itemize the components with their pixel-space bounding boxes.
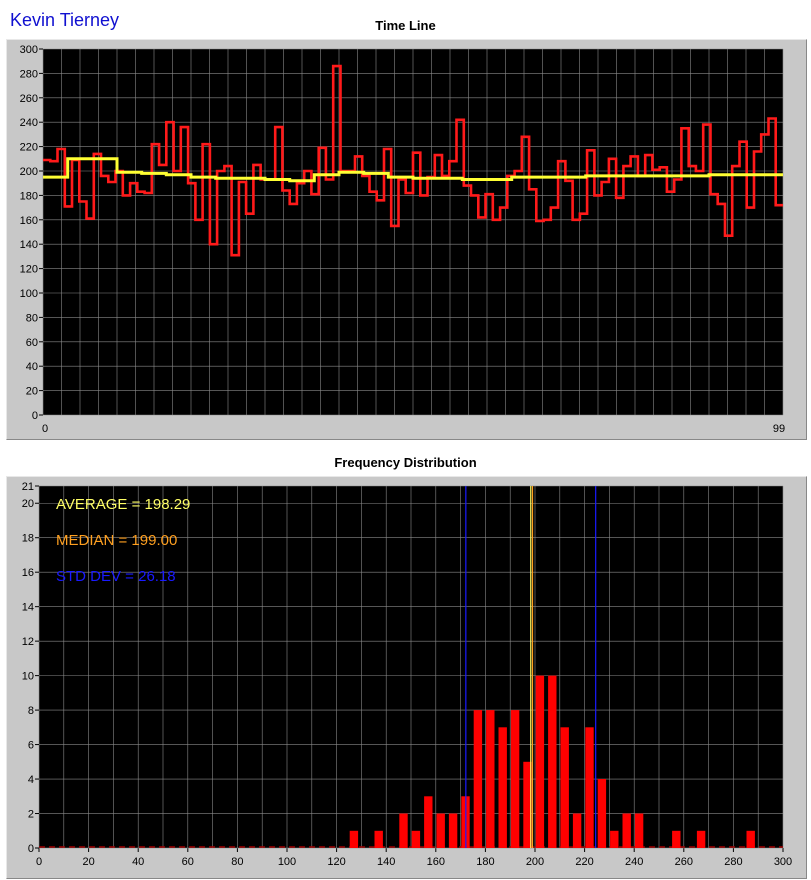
y-tick-label: 20 <box>26 386 38 398</box>
x-tick-label: 99 <box>773 423 785 435</box>
x-tick-label: 240 <box>625 856 643 868</box>
y-tick-label: 0 <box>28 843 34 855</box>
histogram-bar <box>399 813 408 848</box>
y-tick-label: 180 <box>20 190 38 202</box>
y-tick-label: 80 <box>26 312 38 324</box>
timeline-chart: 0 20 40 60 80 100 120 140 160 180 200 220 240 260 280 3… <box>20 44 785 435</box>
y-tick-label: 300 <box>20 44 38 56</box>
x-tick-label: 120 <box>327 856 345 868</box>
histogram-bar <box>585 727 594 848</box>
histogram-bar <box>746 830 755 848</box>
histogram-bar <box>424 796 433 848</box>
y-tick-label: 6 <box>28 740 34 752</box>
histogram-bar <box>572 813 582 848</box>
y-tick-label: 60 <box>26 337 38 349</box>
y-tick-label: 4 <box>28 774 34 786</box>
histogram-bar <box>411 830 421 848</box>
statistic-label: AVERAGE = 198.29 <box>56 496 190 513</box>
y-tick-label: 14 <box>22 602 34 614</box>
x-tick-label: 200 <box>526 856 544 868</box>
x-tick-label: 60 <box>182 856 194 868</box>
average-step-line <box>43 157 783 183</box>
y-tick-label: 120 <box>20 264 38 276</box>
frequency-chart-title: Frequency Distribution <box>334 455 477 470</box>
y-tick-label: 21 <box>22 481 34 493</box>
y-tick-label: 220 <box>20 142 38 154</box>
x-tick-label: 40 <box>132 856 144 868</box>
y-tick-label: 40 <box>26 361 38 373</box>
timeline-chart-title: Time Line <box>375 18 436 33</box>
x-tick-label: 140 <box>377 856 395 868</box>
y-tick-label: 280 <box>20 68 38 80</box>
histogram-bar <box>448 813 458 848</box>
histogram-bar <box>523 761 532 848</box>
histogram-bar <box>436 813 445 848</box>
x-tick-label: 100 <box>278 856 296 868</box>
histogram-bar <box>634 813 644 848</box>
y-tick-label: 100 <box>20 288 38 300</box>
x-tick-label: 260 <box>675 856 693 868</box>
y-tick-label: 12 <box>22 636 34 648</box>
histogram-bar <box>473 710 483 848</box>
y-tick-label: 2 <box>28 809 34 821</box>
y-tick-label: 16 <box>22 567 34 579</box>
histogram-bar <box>560 727 569 848</box>
x-tick-label: 280 <box>724 856 742 868</box>
user-name: Kevin Tierney <box>10 10 120 30</box>
histogram-bar <box>597 779 607 848</box>
x-tick-label: 80 <box>231 856 243 868</box>
histogram-bar <box>374 830 383 848</box>
histogram-bar <box>349 830 359 848</box>
histogram-bar <box>622 813 631 848</box>
y-tick-label: 240 <box>20 117 38 129</box>
histogram-bar <box>535 675 545 848</box>
histogram-bar <box>498 727 507 848</box>
y-tick-label: 200 <box>20 166 38 178</box>
x-tick-label: 20 <box>82 856 94 868</box>
y-tick-label: 0 <box>32 410 38 422</box>
x-tick-label: 0 <box>42 423 48 435</box>
frequency-chart: 0 20 40 60 80 100 120 140 160 180 200 220 240 260 280 3… <box>22 481 792 868</box>
y-tick-label: 260 <box>20 93 38 105</box>
histogram-bar <box>510 710 520 848</box>
histogram-bar <box>548 675 557 848</box>
frequency-chart-panel: 0 20 40 60 80 100 120 140 160 180 200 220 240 260 280 3… <box>6 476 807 879</box>
y-tick-label: 10 <box>22 671 34 683</box>
histogram-bar <box>486 710 495 848</box>
timeline-chart-panel: 0 20 40 60 80 100 120 140 160 180 200 220 240 260 280 3… <box>6 39 807 440</box>
y-tick-label: 18 <box>22 533 34 545</box>
y-tick-label: 140 <box>20 239 38 251</box>
x-tick-label: 0 <box>36 856 42 868</box>
histogram-bar <box>672 830 681 848</box>
y-tick-label: 8 <box>28 705 34 717</box>
y-tick-label: 160 <box>20 215 38 227</box>
x-tick-label: 180 <box>476 856 494 868</box>
x-tick-label: 220 <box>575 856 593 868</box>
y-tick-label: 20 <box>22 498 34 510</box>
x-tick-label: 300 <box>774 856 792 868</box>
histogram-bar <box>610 830 619 848</box>
raw-data-step-line <box>43 64 783 257</box>
histogram-bar <box>696 830 706 848</box>
x-tick-label: 160 <box>427 856 445 868</box>
statistic-label: MEDIAN = 199.00 <box>56 532 177 549</box>
statistic-label: STD DEV = 26.18 <box>56 568 176 585</box>
